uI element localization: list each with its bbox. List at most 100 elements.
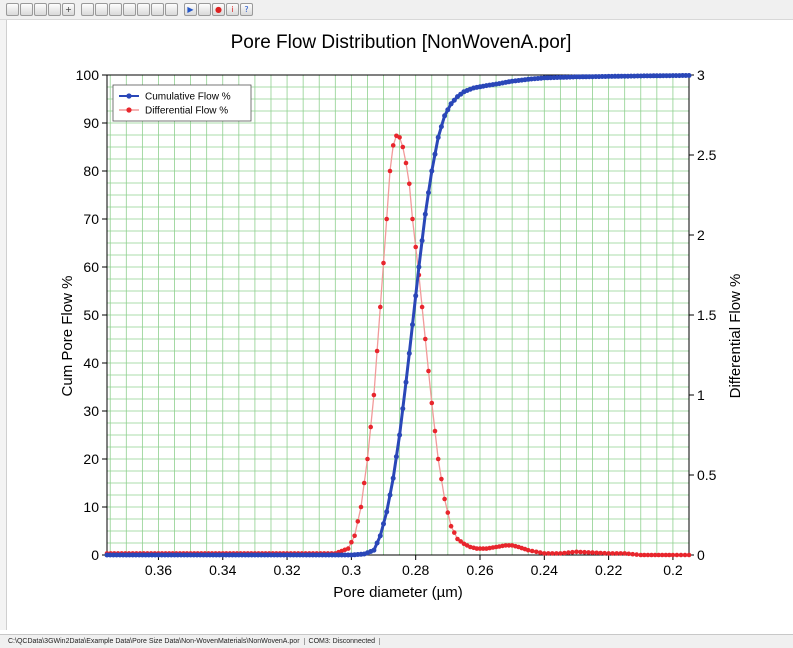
x-tick-label: 0.28 [402, 562, 429, 578]
status-file-path: C:\QCData\3GWin2Data\Example Data\Pore S… [4, 638, 305, 645]
differential-flow-point [566, 550, 571, 555]
cumulative-flow-point [451, 97, 457, 103]
cumulative-flow-point [419, 238, 425, 244]
cumulative-flow-point [410, 322, 415, 328]
differential-flow-point [387, 168, 393, 174]
differential-flow-point [558, 551, 563, 556]
x-tick-label: 0.26 [466, 562, 493, 578]
differential-flow-point [614, 551, 619, 556]
save-icon[interactable] [20, 3, 33, 16]
y2-tick-label: 2 [697, 227, 705, 243]
y-tick-label: 20 [83, 451, 99, 467]
stop-icon[interactable]: ● [212, 3, 225, 16]
differential-flow-point [403, 160, 409, 166]
differential-flow-point [590, 550, 595, 555]
x-tick-label: 0.22 [595, 562, 622, 578]
differential-flow-point [570, 549, 575, 555]
report-icon[interactable] [137, 3, 150, 16]
cumulative-flow-point [390, 475, 396, 481]
cumulative-flow-point [387, 492, 393, 498]
differential-flow-point [542, 551, 547, 556]
info-icon[interactable]: i [226, 3, 239, 16]
cumulative-flow-point [426, 190, 431, 196]
differential-flow-point [503, 543, 509, 548]
differential-flow-point [442, 496, 447, 502]
differential-flow-point [349, 539, 354, 545]
differential-flow-point [602, 550, 607, 556]
differential-flow-point [663, 552, 669, 558]
zoom-icon[interactable]: + [62, 3, 75, 16]
differential-flow-point [480, 546, 486, 551]
differential-flow-point [407, 181, 412, 187]
differential-flow-point [426, 368, 431, 374]
differential-flow-point [546, 551, 551, 556]
legend-differential-marker [126, 107, 132, 113]
help-icon[interactable]: ? [240, 3, 253, 16]
cumulative-flow-point [438, 124, 444, 130]
differential-flow-point [534, 549, 539, 555]
cumulative-flow-point [371, 547, 377, 553]
differential-flow-point [432, 428, 438, 434]
page-icon[interactable] [109, 3, 122, 16]
cumulative-flow-point [442, 113, 448, 119]
step-icon[interactable] [198, 3, 211, 16]
chart-icon[interactable] [151, 3, 164, 16]
status-bar: C:\QCData\3GWin2Data\Example Data\Pore S… [0, 634, 793, 648]
differential-flow-point [410, 216, 415, 222]
differential-flow-point [358, 504, 364, 510]
differential-flow-point [452, 530, 457, 535]
differential-flow-point [686, 552, 692, 558]
differential-flow-point [448, 523, 454, 529]
differential-flow-point [374, 348, 380, 354]
cumulative-flow-point [384, 509, 390, 515]
graph-icon[interactable] [165, 3, 178, 16]
chart-title: Pore Flow Distribution [NonWovenA.por] [231, 32, 572, 53]
differential-flow-point [626, 551, 631, 557]
cumulative-flow-point [448, 101, 454, 107]
copy-icon[interactable] [81, 3, 94, 16]
y-tick-label: 30 [83, 403, 99, 419]
differential-flow-point [381, 260, 386, 266]
y-tick-label: 40 [83, 355, 99, 371]
save-as-icon[interactable] [34, 3, 47, 16]
differential-flow-point [371, 392, 377, 398]
cumulative-flow-point [429, 168, 435, 174]
differential-flow-point [678, 552, 684, 558]
play-icon[interactable]: ▶ [184, 3, 197, 16]
cumulative-flow-point [377, 533, 383, 539]
differential-flow-point [622, 551, 627, 556]
differential-flow-point [667, 552, 672, 558]
differential-flow-point [419, 304, 425, 310]
y-tick-label: 10 [83, 499, 99, 515]
y2-tick-label: 1 [697, 387, 705, 403]
differential-flow-point [378, 304, 383, 310]
differential-flow-point [649, 552, 654, 558]
differential-flow-point [550, 551, 555, 556]
open-icon[interactable] [6, 3, 19, 16]
x-tick-label: 0.24 [531, 562, 558, 578]
y-tick-label: 50 [83, 307, 99, 323]
y-tick-label: 90 [83, 115, 99, 131]
cumulative-flow-point [432, 151, 438, 157]
report-icon[interactable] [123, 3, 136, 16]
differential-flow-point [656, 552, 661, 558]
cumulative-flow-point [381, 521, 386, 527]
differential-flow-point [423, 336, 428, 342]
y-tick-label: 100 [76, 67, 100, 83]
differential-flow-point [445, 510, 451, 515]
cumulative-flow-point [445, 107, 451, 113]
differential-flow-point [674, 552, 680, 558]
differential-flow-point [582, 549, 587, 555]
differential-flow-point [682, 552, 688, 558]
export-icon[interactable] [95, 3, 108, 16]
y-tick-label: 70 [83, 211, 99, 227]
x-tick-label: 0.36 [145, 562, 172, 578]
cumulative-flow-point [416, 264, 422, 270]
cumulative-flow-point [406, 350, 412, 356]
toolbar: + ▶ ● i? [0, 0, 793, 20]
print-icon[interactable] [48, 3, 61, 16]
legend-cumulative-label: Cumulative Flow % [145, 92, 231, 103]
differential-flow-point [645, 552, 651, 558]
differential-flow-point [390, 143, 396, 148]
y2-tick-label: 0.5 [697, 467, 717, 483]
